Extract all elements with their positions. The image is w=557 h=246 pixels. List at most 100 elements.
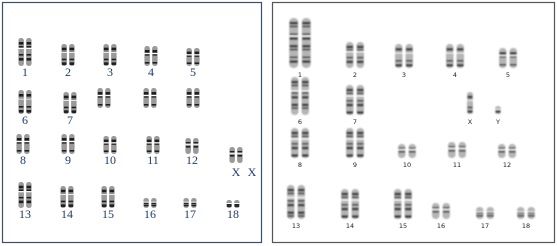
chromosome-band [302, 25, 311, 28]
chromosome-band [291, 84, 298, 87]
chromosome-band [60, 189, 66, 193]
chromosome [508, 144, 516, 158]
chromosome-band [146, 143, 152, 145]
chromosome [287, 185, 295, 219]
chromosome-band [291, 146, 298, 150]
chromosome-band [63, 95, 69, 99]
chromosome-label: 4 [148, 65, 154, 79]
chromosome-body [301, 18, 311, 68]
centromere [356, 51, 364, 53]
chromosome-band [346, 92, 353, 95]
chromosome [63, 92, 69, 114]
chromosome-band [289, 37, 298, 40]
chromosome-band [143, 92, 149, 95]
chromosome-band [498, 151, 505, 153]
centromere [71, 99, 77, 101]
chromosome-label: 16 [144, 207, 156, 221]
chromosome-band [151, 104, 157, 106]
chromosome-band [291, 96, 298, 99]
chromosome-band [103, 62, 109, 65]
chromosome-band [302, 60, 311, 63]
centromere [185, 143, 191, 145]
chromosome-band [109, 200, 115, 203]
chromosome-band [302, 84, 309, 87]
chromosome-band [394, 215, 401, 218]
chromosome-band [26, 200, 32, 204]
chromosome-band [432, 207, 439, 210]
chromosome-band [154, 139, 160, 143]
chromosome [289, 18, 299, 68]
chromosome-band [341, 204, 348, 206]
chromosome-label: 4 [453, 71, 457, 79]
chromosome [346, 128, 354, 158]
chromosome-label: 12 [186, 153, 198, 167]
chromosome-band [459, 146, 466, 149]
chromosome-band [26, 106, 32, 108]
chromosome [71, 92, 77, 114]
chromosome-band [144, 62, 150, 64]
chromosome-band [60, 200, 66, 203]
chromosome [291, 77, 299, 115]
chromosome-band [406, 48, 413, 51]
chromosome-band [394, 196, 401, 199]
chromosome-band [105, 92, 111, 95]
chromosome-band [398, 151, 405, 153]
chromosome-band [193, 142, 199, 145]
chromosome-band [357, 100, 364, 102]
chromosome-band [234, 205, 240, 207]
centromere [467, 99, 473, 101]
centromere [146, 142, 152, 144]
chromosome-band [298, 203, 305, 207]
chromosome-band [291, 107, 298, 109]
chromosome-band [18, 106, 24, 108]
centromere [68, 193, 74, 195]
centromere [24, 141, 30, 143]
centromere [341, 199, 349, 201]
chromosome-band [151, 96, 157, 98]
chromosome-label: 2 [65, 65, 71, 79]
chromosome-band [346, 111, 353, 114]
chromosome-band [26, 94, 32, 97]
chromosome-band [194, 55, 200, 57]
chromosome-label: X [468, 118, 473, 126]
chromosome-band [16, 142, 22, 144]
chromosome [301, 18, 311, 68]
centromere [395, 52, 403, 54]
chromosome-band [405, 207, 412, 211]
centromere [69, 141, 75, 143]
centromere [356, 95, 364, 97]
chromosome [499, 48, 507, 68]
chromosome-band [409, 151, 416, 153]
chromosome-band [346, 100, 353, 102]
chromosome-band [509, 151, 516, 153]
right-panel [271, 1, 556, 244]
chromosome [60, 186, 66, 208]
centromere [287, 196, 295, 199]
chromosome [408, 144, 416, 158]
chromosome-band [457, 48, 464, 51]
chromosome-band [185, 146, 191, 148]
chromosome-band [298, 192, 305, 195]
chromosome-band [302, 92, 309, 94]
chromosome-band [302, 154, 309, 157]
centromere [103, 51, 109, 53]
chromosome-band [457, 64, 464, 67]
chromosome-label: 7 [353, 118, 357, 126]
centromere [495, 108, 501, 110]
centromere [61, 141, 67, 143]
chromosome [61, 134, 67, 154]
chromosome [109, 186, 115, 208]
centromere [237, 152, 243, 154]
chromosome-band [26, 196, 32, 199]
chromosome [26, 90, 32, 114]
chromosome-band [71, 95, 77, 99]
chromosome-band [18, 54, 24, 56]
chromosome-band [302, 44, 311, 48]
chromosome-band [63, 106, 69, 109]
chromosome-band [146, 150, 152, 152]
chromosome-band [69, 150, 75, 152]
chromosome-label: 16 [437, 222, 445, 230]
chromosome-band [183, 204, 189, 207]
chromosome-band [61, 47, 67, 51]
